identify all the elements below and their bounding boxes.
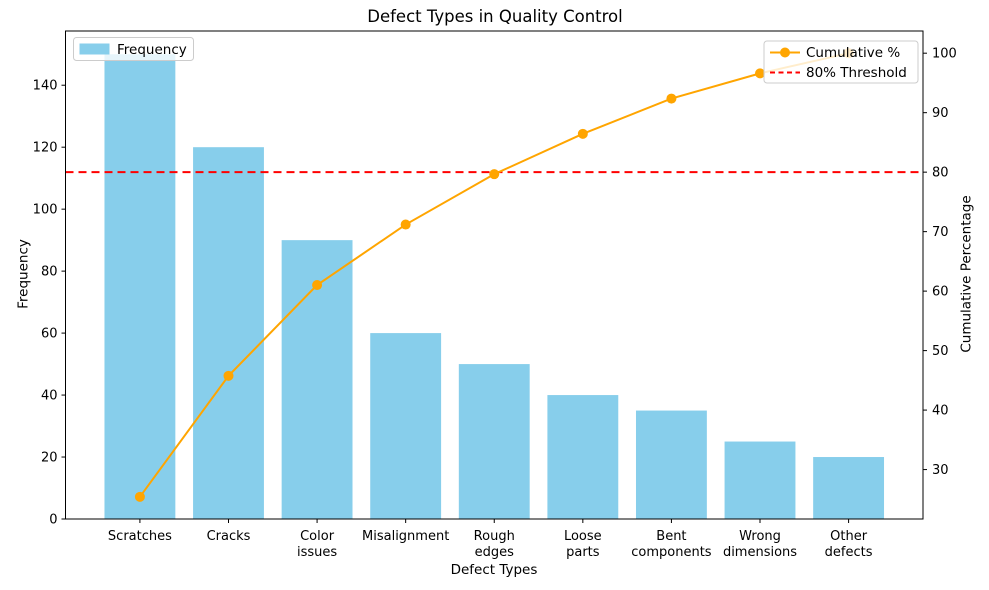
x-tick-label: Rough edges (474, 529, 515, 560)
y-tick-label-right: 100 (932, 47, 957, 62)
y-tick-label-left: 40 (41, 389, 58, 404)
cumulative-point (223, 370, 234, 381)
legend-cumulative-marker (780, 47, 790, 58)
y-tick-label-right: 90 (932, 106, 949, 121)
legend-frequency-label: Frequency (117, 42, 187, 58)
x-axis-label: Defect Types (450, 562, 538, 578)
bar (724, 441, 796, 519)
legend-threshold-label: 80% Threshold (806, 65, 907, 81)
bar (370, 333, 442, 519)
x-tick-label: Misalignment (362, 529, 449, 544)
y-tick-label-right: 80 (932, 166, 949, 181)
x-tick-label: Loose parts (564, 529, 602, 560)
y-tick-label-left: 140 (33, 79, 58, 94)
legend-frequency-box (73, 37, 194, 61)
y-tick-label-left: 120 (33, 141, 58, 156)
y-tick-label-right: 70 (932, 225, 949, 240)
bar (547, 395, 619, 519)
cumulative-point (134, 491, 145, 502)
legend-frequency-swatch (79, 43, 110, 55)
y-axis-label-right: Cumulative Percentage (958, 195, 975, 353)
x-tick-label: Wrong dimensions (723, 529, 797, 560)
chart-title: Defect Types in Quality Control (367, 7, 623, 26)
y-tick-label-right: 40 (932, 404, 949, 419)
x-tick-label: Cracks (207, 529, 251, 544)
x-tick-label: Color issues (297, 529, 337, 560)
legend-right-box (763, 40, 919, 84)
x-tick-label: Scratches (108, 529, 172, 544)
bar (635, 410, 707, 519)
cumulative-point (400, 219, 411, 230)
bar (813, 457, 885, 519)
y-tick-label-right: 50 (932, 344, 949, 359)
cumulative-point (577, 128, 588, 139)
bar (458, 364, 530, 519)
y-tick-label-left: 100 (33, 203, 58, 218)
y-tick-label-right: 30 (932, 463, 949, 478)
cumulative-point (666, 93, 677, 104)
cumulative-point (489, 169, 500, 180)
legend-cumulative-label: Cumulative % (806, 45, 900, 61)
cumulative-point (312, 280, 323, 291)
x-tick-label: Other defects (825, 529, 873, 560)
y-tick-label-left: 0 (49, 513, 57, 528)
bar (104, 54, 176, 519)
bar (193, 147, 264, 519)
y-tick-label-right: 60 (932, 285, 949, 300)
y-tick-label-left: 60 (41, 327, 58, 342)
y-axis-label-left: Frequency (15, 239, 32, 309)
cumulative-point (755, 68, 766, 79)
x-tick-label: Bent components (631, 529, 712, 560)
y-tick-label-left: 80 (41, 265, 58, 280)
y-tick-label-left: 20 (41, 451, 58, 466)
